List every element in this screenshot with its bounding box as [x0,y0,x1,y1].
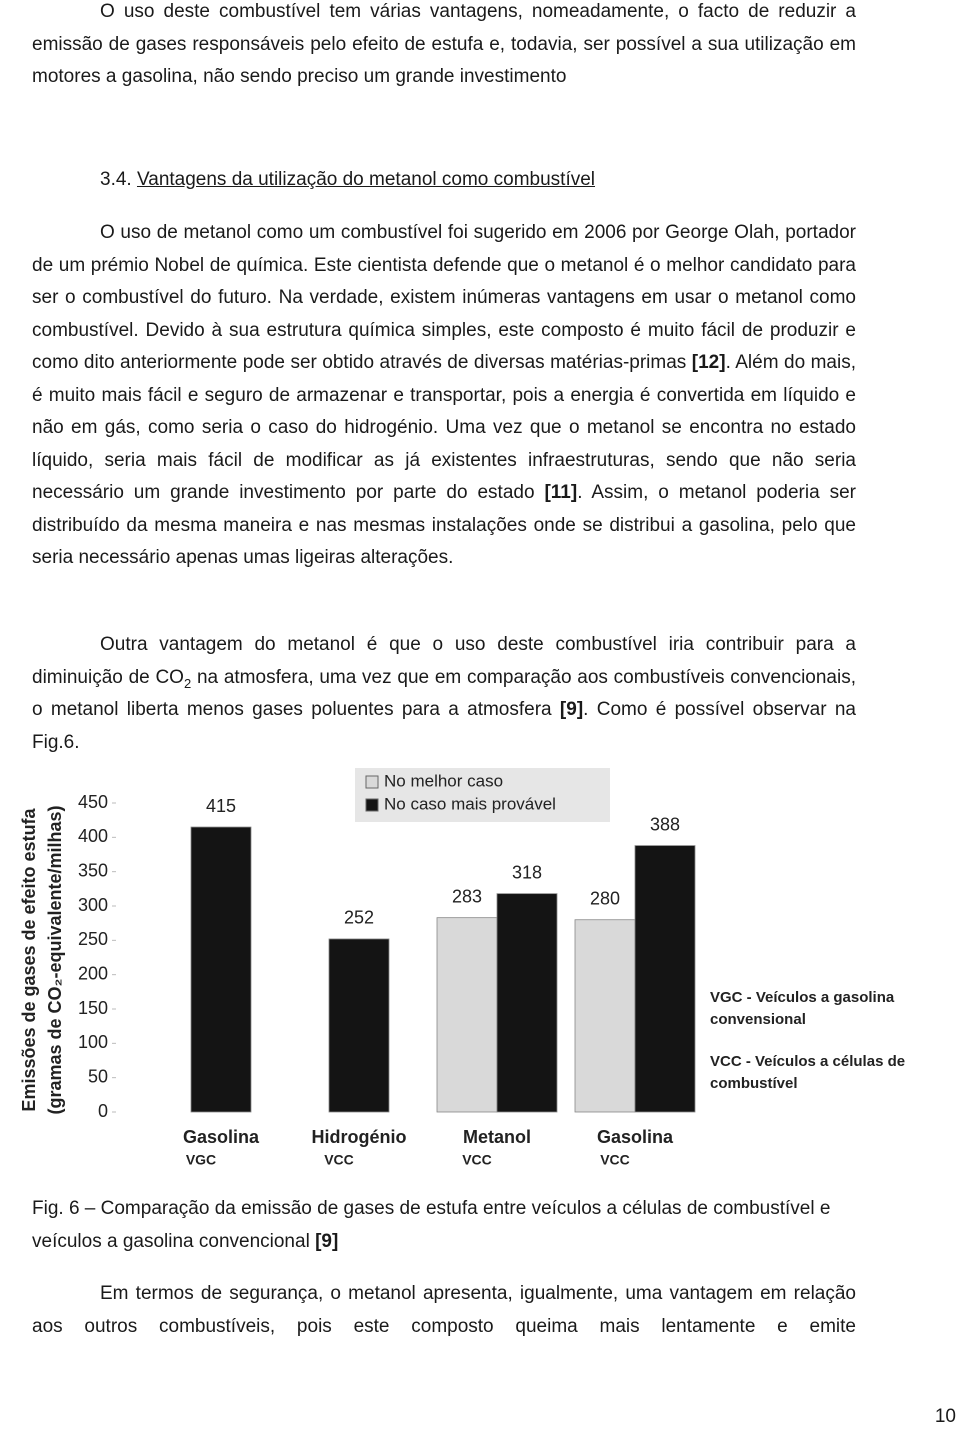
text: Fig. 6 – Comparação da emissão de gases … [32,1198,831,1252]
y-tick-label: 450 [78,792,108,812]
data-label: 280 [590,888,620,908]
x-tick-sublabel: VCC [324,1152,354,1168]
data-label: 415 [206,796,236,816]
paragraph: Outra vantagem do metanol é que o uso de… [32,629,856,759]
x-tick-sublabel: VGC [186,1152,216,1168]
y-axis-label: (gramas de CO₂-equivalente/milhas) [45,805,65,1114]
text: O uso de metanol como um combustível foi… [32,222,856,373]
bar [634,845,696,1113]
y-tick-label: 300 [78,895,108,915]
subscript: 2 [183,675,192,691]
y-tick-label: 0 [98,1101,108,1121]
paragraph: O uso deste combustível tem várias vanta… [32,0,856,94]
annotation: convensional [710,1011,806,1028]
legend-label: No caso mais provável [384,794,556,813]
x-tick-label: Hidrogénio [312,1127,407,1147]
data-label: 252 [344,908,374,928]
text: Em termos de segurança, o metanol aprese… [32,1283,856,1337]
y-tick-label: 150 [78,998,108,1018]
page-number: 10 [934,1406,956,1427]
data-label: 388 [650,814,680,834]
y-tick-label: 350 [78,860,108,880]
annotation: VCC - Veículos a células de [710,1053,905,1070]
bar [496,893,558,1113]
section-heading: 3.4. Vantagens da utilização do metanol … [100,164,860,197]
text: O uso deste combustível tem várias vanta… [32,1,856,87]
y-tick-label: 100 [78,1032,108,1052]
bar [190,826,252,1113]
x-tick-label: Gasolina [597,1127,674,1147]
y-tick-label: 400 [78,826,108,846]
text: . Assim, o metanol poderia ser distribuí… [32,482,856,568]
reference: [11] [544,482,578,503]
x-tick-sublabel: VCC [600,1152,630,1168]
legend-swatch [365,775,379,789]
bar [574,919,636,1113]
chart: Emissões de gases de efeito estufa (grama… [19,768,905,1168]
legend-swatch [365,798,379,812]
reference: [9] [559,699,584,720]
x-tick-label: Gasolina [183,1127,260,1147]
y-tick-label: 50 [88,1066,108,1086]
section-title: Vantagens da utilização do metanol como … [136,169,596,190]
reference: [12] [691,352,726,373]
legend-box [355,768,610,822]
paragraph: Em termos de segurança, o metanol aprese… [32,1278,856,1343]
text: . Além do mais, é muito mais fácil e seg… [32,352,856,503]
y-axis-label: Emissões de gases de efeito estufa [19,807,39,1111]
annotation: VGC - Veículos a gasolina [710,989,895,1006]
x-tick-label: Metanol [463,1127,531,1147]
text: Outra vantagem do metanol é que o uso de… [32,634,856,688]
figure-caption: Fig. 6 – Comparação da emissão de gases … [32,1193,856,1258]
y-tick-label: 250 [78,929,108,949]
paragraph: O uso de metanol como um combustível foi… [32,217,856,575]
legend-label: No melhor caso [384,771,503,790]
bar [328,938,390,1113]
section-number: 3.4. [100,169,132,190]
text: . Como é possível observar na Fig.6. [32,699,856,753]
text: na atmosfera, uma vez que em comparação … [32,666,856,721]
y-tick-label: 200 [78,963,108,983]
bar [436,917,498,1113]
data-label: 318 [512,862,542,882]
annotation: combustível [710,1075,798,1092]
x-tick-sublabel: VCC [462,1152,492,1168]
reference: [9] [315,1230,339,1252]
data-label: 283 [452,886,482,906]
